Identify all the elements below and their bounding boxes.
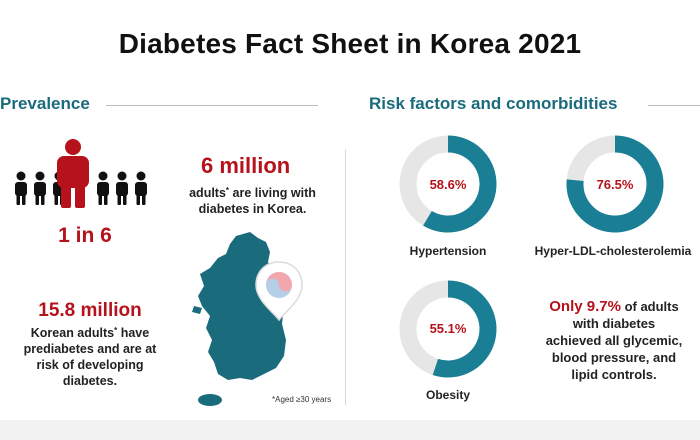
person-icon (116, 171, 128, 205)
donut-value-arc (423, 135, 497, 233)
location-pin-icon (255, 261, 303, 322)
obesity-label: Obesity (425, 388, 470, 402)
desc-text: prediabetes and are at (23, 342, 157, 356)
risk-heading: Risk factors and comorbidities (369, 94, 618, 113)
desc-text: diabetes in Korea. (198, 202, 307, 216)
hypertension-label: Hypertension (409, 244, 487, 258)
highlighted-person-icon (57, 139, 89, 208)
six-million-value: 6 million (201, 153, 291, 178)
prediabetes-value: 15.8 million (38, 300, 142, 321)
obesity-donut (399, 280, 497, 378)
ldl-percent: 76.5% (596, 177, 634, 192)
footnote-mark: * (225, 186, 230, 195)
person-icon (135, 171, 147, 205)
desc-text: have (117, 326, 150, 340)
control-text: achieved all glycemic, (545, 333, 683, 348)
footer-band (0, 420, 700, 440)
person-icon (97, 171, 109, 205)
footnote-mark: * (114, 326, 118, 335)
prediabetes-desc: Korean adults* have prediabetes and are … (12, 323, 168, 389)
ldl-label: Hyper-LDL-cholesterolemia (534, 244, 692, 258)
person-icon (34, 171, 46, 205)
control-text: with diabetes (572, 316, 656, 331)
hypertension-percent: 58.6% (429, 177, 467, 192)
person-icon (15, 171, 27, 205)
six-million-desc: adults* are living with diabetes in Kore… (185, 183, 320, 217)
desc-text: risk of developing (36, 358, 144, 372)
obesity-percent: 55.1% (429, 321, 467, 336)
control-text: blood pressure, and (551, 350, 677, 365)
control-text: of adults (620, 299, 679, 314)
desc-text: are living with (229, 186, 316, 200)
column-divider (345, 150, 346, 405)
ldl-donut (566, 135, 664, 233)
prevalence-rule (106, 105, 318, 106)
jeju-island (198, 394, 222, 406)
hypertension-donut (399, 135, 497, 233)
desc-word: adults (189, 186, 226, 200)
age-footnote: *Aged ≥30 years (272, 395, 332, 404)
control-text: lipid controls. (571, 367, 657, 382)
donut-value-arc (566, 135, 664, 233)
control-statement: Only 9.7% of adults with diabetes achiev… (528, 298, 700, 383)
prevalence-heading: Prevalence (0, 94, 90, 113)
desc-text: diabetes. (62, 374, 118, 388)
risk-rule (648, 105, 700, 106)
ratio-text: 1 in 6 (58, 224, 112, 247)
page-title: Diabetes Fact Sheet in Korea 2021 (118, 28, 582, 59)
people-icon-group (15, 139, 147, 208)
desc-word: Korean adults (30, 326, 115, 340)
control-highlight: Only 9.7% (549, 298, 621, 315)
donut-value-arc (432, 280, 497, 378)
